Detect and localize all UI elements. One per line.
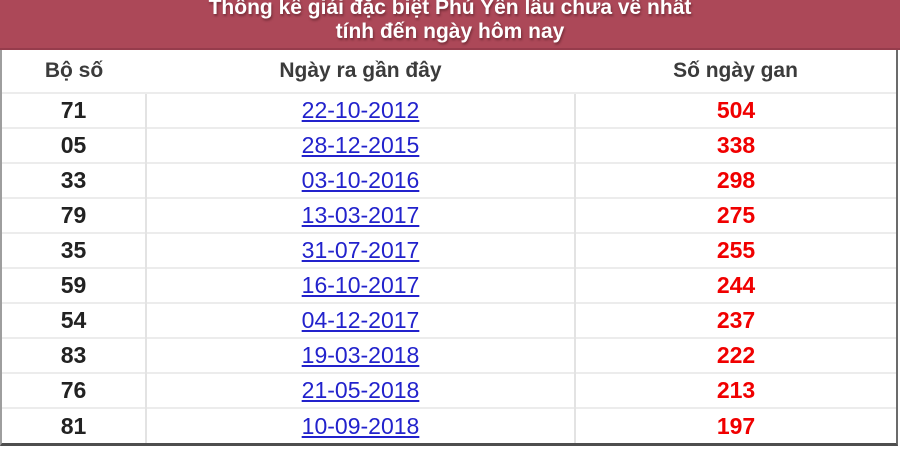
date-link[interactable]: 04-12-2017 (301, 307, 420, 333)
date-link[interactable]: 16-10-2017 (301, 272, 420, 298)
ngay-ra-cell: 28-12-2015 (145, 127, 575, 163)
so-ngay-gan-cell: 222 (574, 337, 896, 373)
bo-so-cell: 79 (2, 197, 146, 233)
ngay-ra-cell: 04-12-2017 (145, 302, 575, 338)
ngay-ra-cell: 16-10-2017 (145, 267, 575, 303)
so-ngay-gan-cell: 504 (574, 92, 896, 128)
table-row: 81 10-09-2018 197 (2, 407, 896, 443)
stats-table-frame: Bộ số Ngày ra gần đây Số ngày gan 71 22-1… (0, 50, 898, 446)
bo-so-cell: 33 (2, 162, 146, 198)
table-header: Bộ số Ngày ra gần đây Số ngày gan (2, 50, 896, 93)
bo-so-cell: 35 (2, 232, 146, 268)
bo-so-cell: 59 (2, 267, 146, 303)
bo-so-cell: 05 (2, 127, 146, 163)
table-body: 71 22-10-2012 504 05 28-12-2015 338 33 03-10-20… (2, 92, 896, 443)
ngay-ra-cell: 19-03-2018 (145, 337, 575, 373)
so-ngay-gan-cell: 338 (574, 127, 896, 163)
title-banner: Thống kê giải đặc biệt Phú Yên lâu chưa … (0, 0, 900, 50)
bo-so-cell: 71 (2, 92, 146, 128)
table-row: 35 31-07-2017 255 (2, 232, 896, 268)
table-row: 71 22-10-2012 504 (2, 92, 896, 128)
header-row: Bộ số Ngày ra gần đây Số ngày gan (2, 50, 896, 93)
so-ngay-gan-cell: 275 (574, 197, 896, 233)
so-ngay-gan-cell: 298 (574, 162, 896, 198)
bo-so-cell: 81 (2, 407, 146, 443)
table-row: 83 19-03-2018 222 (2, 337, 896, 373)
col-header-bo-so: Bộ số (2, 50, 146, 93)
so-ngay-gan-cell: 244 (574, 267, 896, 303)
table-row: 59 16-10-2017 244 (2, 267, 896, 303)
table-row: 54 04-12-2017 237 (2, 302, 896, 338)
date-link[interactable]: 03-10-2016 (301, 167, 420, 193)
so-ngay-gan-cell: 213 (574, 372, 896, 408)
col-header-ngay-ra: Ngày ra gần đây (146, 50, 575, 93)
ngay-ra-cell: 22-10-2012 (145, 92, 575, 128)
title-line-2: tính đến ngày hôm nay (335, 20, 565, 43)
so-ngay-gan-cell: 255 (574, 232, 896, 268)
ngay-ra-cell: 21-05-2018 (145, 372, 575, 408)
bo-so-cell: 76 (2, 372, 146, 408)
table-row: 76 21-05-2018 213 (2, 372, 896, 408)
table-row: 33 03-10-2016 298 (2, 162, 896, 198)
table-row: 79 13-03-2017 275 (2, 197, 896, 233)
date-link[interactable]: 19-03-2018 (301, 342, 420, 368)
title: Thống kê giải đặc biệt Phú Yên lâu chưa … (0, 0, 900, 44)
bo-so-cell: 83 (2, 337, 146, 373)
col-header-so-ngay-gan: Số ngày gan (575, 50, 896, 93)
stats-table: Bộ số Ngày ra gần đây Số ngày gan 71 22-1… (2, 50, 896, 443)
date-link[interactable]: 10-09-2018 (301, 412, 420, 439)
ngay-ra-cell: 10-09-2018 (145, 407, 575, 443)
bo-so-cell: 54 (2, 302, 146, 338)
ngay-ra-cell: 31-07-2017 (145, 232, 575, 268)
date-link[interactable]: 22-10-2012 (301, 97, 420, 123)
ngay-ra-cell: 03-10-2016 (145, 162, 575, 198)
date-link[interactable]: 21-05-2018 (301, 377, 420, 403)
table-row: 05 28-12-2015 338 (2, 127, 896, 163)
date-link[interactable]: 31-07-2017 (301, 237, 420, 263)
ngay-ra-cell: 13-03-2017 (145, 197, 575, 233)
so-ngay-gan-cell: 237 (574, 302, 896, 338)
date-link[interactable]: 28-12-2015 (301, 132, 420, 158)
title-line-1: Thống kê giải đặc biệt Phú Yên lâu chưa … (208, 0, 692, 19)
so-ngay-gan-cell: 197 (574, 407, 896, 443)
date-link[interactable]: 13-03-2017 (301, 202, 420, 228)
